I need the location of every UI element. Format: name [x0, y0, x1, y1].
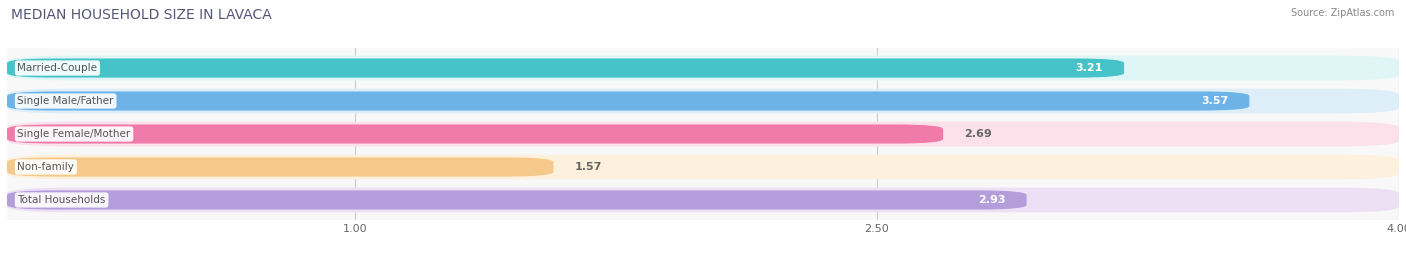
Text: Non-family: Non-family [17, 162, 75, 172]
Text: Source: ZipAtlas.com: Source: ZipAtlas.com [1291, 8, 1395, 18]
Text: Single Male/Father: Single Male/Father [17, 96, 114, 106]
FancyBboxPatch shape [7, 155, 1399, 179]
FancyBboxPatch shape [7, 122, 1399, 146]
Text: 2.69: 2.69 [965, 129, 991, 139]
FancyBboxPatch shape [7, 56, 1399, 80]
FancyBboxPatch shape [7, 58, 1123, 78]
FancyBboxPatch shape [7, 157, 554, 177]
FancyBboxPatch shape [7, 124, 943, 144]
Text: 2.93: 2.93 [979, 195, 1005, 205]
FancyBboxPatch shape [7, 190, 1026, 210]
Text: Married-Couple: Married-Couple [17, 63, 97, 73]
Text: Total Households: Total Households [17, 195, 105, 205]
FancyBboxPatch shape [7, 89, 1399, 113]
Text: MEDIAN HOUSEHOLD SIZE IN LAVACA: MEDIAN HOUSEHOLD SIZE IN LAVACA [11, 8, 271, 22]
Text: 3.21: 3.21 [1076, 63, 1104, 73]
FancyBboxPatch shape [7, 91, 1250, 111]
FancyBboxPatch shape [7, 188, 1399, 212]
Text: 3.57: 3.57 [1201, 96, 1229, 106]
Text: 1.57: 1.57 [574, 162, 602, 172]
Text: Single Female/Mother: Single Female/Mother [17, 129, 131, 139]
